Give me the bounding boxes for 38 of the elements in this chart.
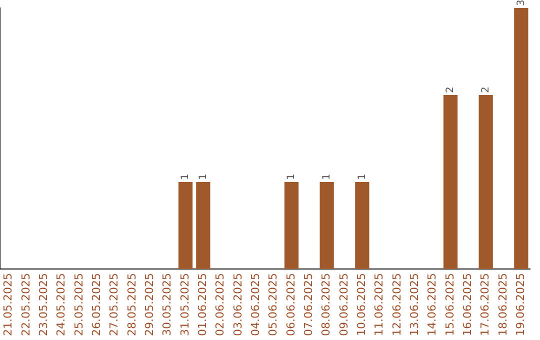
data-label: 1 [321, 174, 332, 180]
data-label: 1 [198, 174, 209, 180]
x-tick-label: 17.06.2025 [478, 273, 492, 336]
x-tick-label: 22.05.2025 [19, 273, 32, 336]
x-tick-label: 08.06.2025 [320, 273, 333, 336]
x-tick-label: 16.06.2025 [461, 273, 474, 336]
x-tick-label: 01.06.2025 [196, 273, 210, 336]
x-tick-label: 23.05.2025 [37, 273, 50, 336]
x-tick-label: 28.05.2025 [125, 273, 138, 336]
x-tick-label: 21.05.2025 [2, 273, 15, 336]
x-tick-label: 07.06.2025 [302, 273, 316, 336]
x-tick-label: 27.05.2025 [108, 273, 121, 336]
x-tick-label: 09.06.2025 [337, 273, 350, 336]
x-tick-label: 19.06.2025 [514, 273, 528, 336]
data-label: 1 [356, 174, 368, 180]
data-label: 1 [180, 174, 192, 180]
x-tick-label: 25.05.2025 [72, 273, 86, 336]
x-tick-label: 04.06.2025 [249, 273, 262, 336]
x-tick-label: 02.06.2025 [214, 273, 227, 336]
x-tick-label: 24.05.2025 [54, 273, 68, 336]
x-tick-label: 26.05.2025 [90, 273, 104, 336]
x-tick-label: 15.06.2025 [443, 273, 456, 336]
data-label: 1 [286, 174, 298, 180]
data-label: 2 [445, 86, 456, 94]
x-tick-label: 10.06.2025 [355, 273, 368, 336]
x-tick-label: 13.06.2025 [408, 273, 422, 336]
x-tick-label: 31.05.2025 [178, 273, 192, 336]
x-tick-label: 12.06.2025 [390, 273, 404, 336]
x-tick-label: 05.06.2025 [266, 273, 280, 336]
x-tick-label: 18.06.2025 [496, 273, 510, 336]
x-tick-label: 06.06.2025 [284, 273, 298, 336]
x-tick-label: 11.06.2025 [372, 273, 386, 336]
x-tick-label: 30.05.2025 [160, 273, 174, 336]
data-label: 3 [516, 0, 527, 6]
x-tick-label: 14.06.2025 [426, 273, 439, 336]
x-tick-label: 29.05.2025 [143, 273, 156, 336]
data-label: 2 [480, 86, 492, 94]
x-tick-label: 03.06.2025 [231, 273, 244, 336]
